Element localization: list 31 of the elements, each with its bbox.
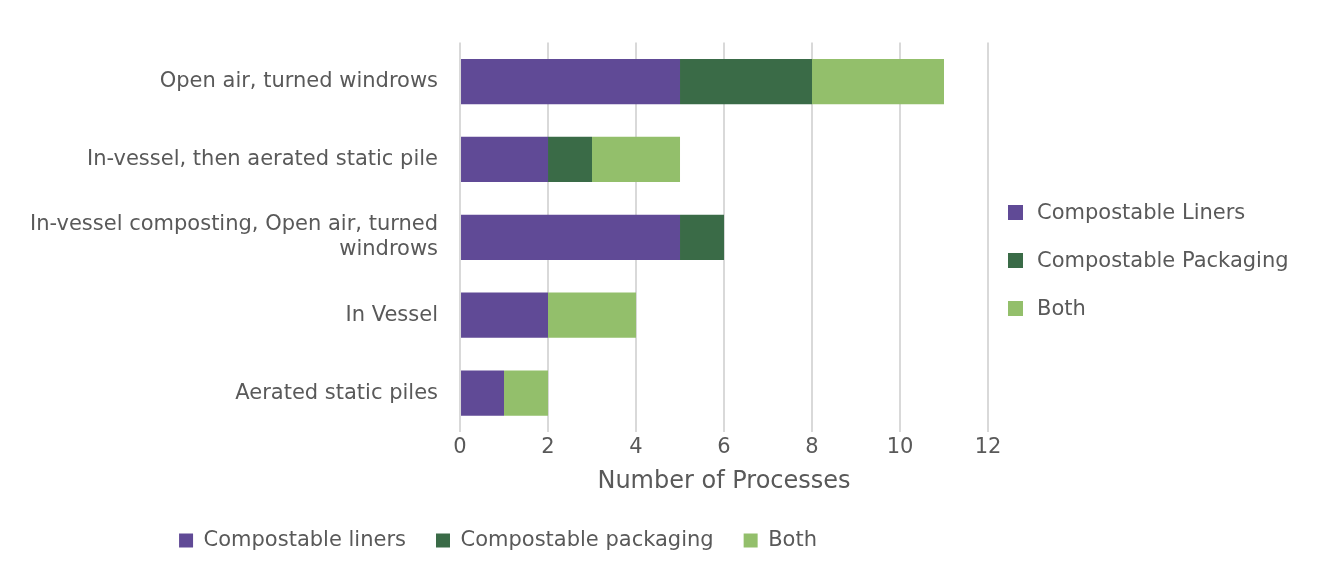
legend-label: Compostable packaging xyxy=(460,526,714,551)
legend-label: Compostable liners xyxy=(203,526,406,551)
y-tick-label: In-vessel, then aerated static pile xyxy=(87,145,439,170)
x-tick-label: 12 xyxy=(974,434,1002,459)
y-tick-label: In-vessel composting, Open air, turned windrows xyxy=(29,211,439,261)
bar xyxy=(680,58,813,105)
x-axis-title: Number of Processes xyxy=(597,465,851,494)
bar xyxy=(812,58,944,105)
y-tick-label: Aerated static piles xyxy=(235,379,439,404)
x-tick-label: 6 xyxy=(717,434,731,459)
legend-label: Both xyxy=(768,526,817,551)
bar xyxy=(461,370,505,416)
text: Compostable Liners xyxy=(1037,200,1246,224)
text: Both xyxy=(1037,296,1086,320)
x-tick-label: 4 xyxy=(629,434,643,459)
bar xyxy=(548,136,593,183)
bar xyxy=(680,214,725,260)
bar xyxy=(548,292,637,338)
x-tick-label: 10 xyxy=(886,434,914,459)
text: Compostable Packaging xyxy=(1037,248,1289,272)
x-tick-label: 2 xyxy=(541,434,555,459)
bar xyxy=(592,136,681,183)
x-tick-label: 8 xyxy=(805,434,819,459)
bar xyxy=(461,292,549,338)
y-tick-label: In Vessel xyxy=(345,301,439,326)
bar xyxy=(461,58,681,105)
bar xyxy=(461,214,681,260)
bar xyxy=(461,136,549,183)
y-tick-label: Open air, turned windrows xyxy=(159,67,439,92)
bar xyxy=(504,370,549,416)
x-tick-label: 0 xyxy=(453,434,467,459)
